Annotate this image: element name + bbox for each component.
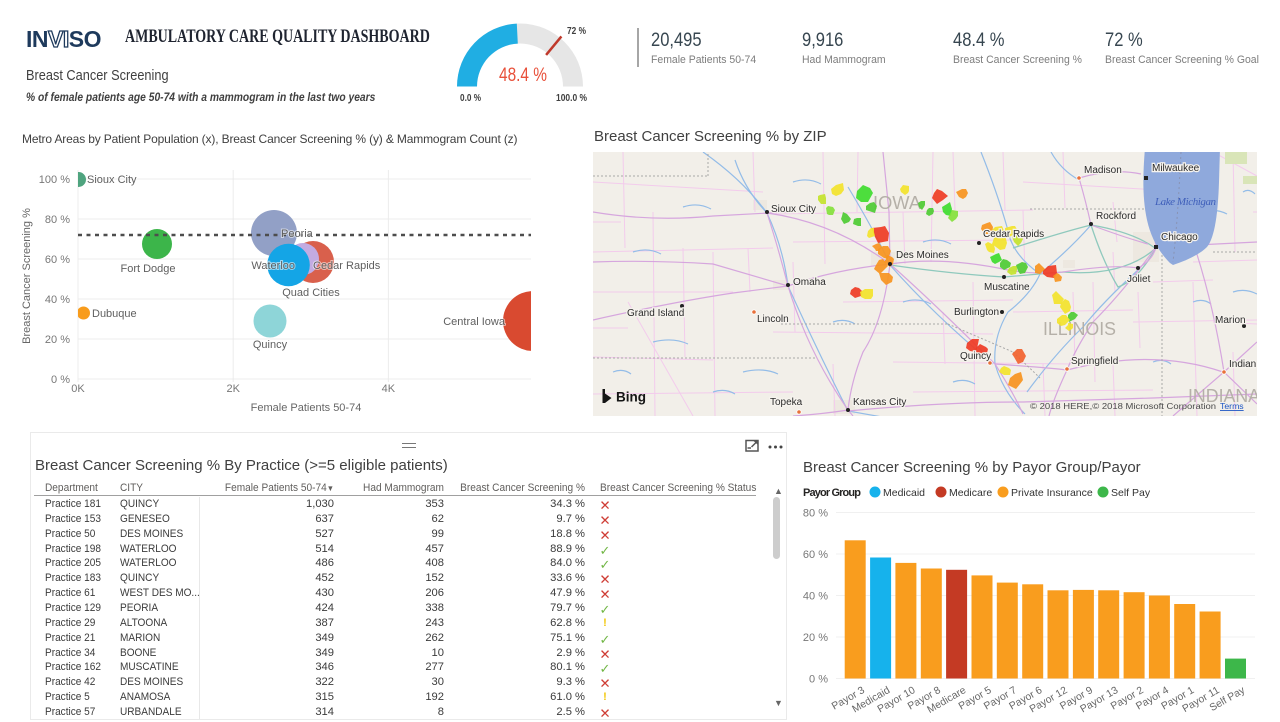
svg-text:0.0 %: 0.0 % bbox=[460, 93, 481, 104]
svg-text:Peoria: Peoria bbox=[281, 228, 314, 240]
svg-text:Female Patients 50-74: Female Patients 50-74 bbox=[251, 402, 362, 414]
svg-text:60 %: 60 % bbox=[803, 549, 828, 561]
svg-text:72 %: 72 % bbox=[567, 26, 586, 37]
svg-text:Lincoln: Lincoln bbox=[757, 314, 789, 325]
svg-text:20 %: 20 % bbox=[45, 334, 70, 346]
svg-text:80 %: 80 % bbox=[803, 508, 828, 520]
svg-text:Marion: Marion bbox=[1215, 315, 1246, 326]
svg-text:Waterloo: Waterloo bbox=[251, 260, 295, 272]
svg-text:2K: 2K bbox=[226, 383, 240, 395]
svg-text:Cedar Rapids: Cedar Rapids bbox=[313, 260, 381, 272]
svg-text:100.0 %: 100.0 % bbox=[556, 93, 587, 104]
svg-text:Madison: Madison bbox=[1084, 165, 1122, 176]
svg-text:4K: 4K bbox=[382, 383, 396, 395]
svg-text:Terms: Terms bbox=[1220, 401, 1244, 411]
svg-text:40 %: 40 % bbox=[45, 294, 70, 306]
svg-text:Medicare: Medicare bbox=[949, 487, 992, 499]
svg-text:100 %: 100 % bbox=[39, 174, 70, 186]
svg-text:Chicago: Chicago bbox=[1161, 232, 1198, 243]
svg-text:60 %: 60 % bbox=[45, 254, 70, 266]
svg-text:Topeka: Topeka bbox=[770, 397, 803, 408]
svg-text:ILLINOIS: ILLINOIS bbox=[1043, 319, 1116, 339]
svg-text:Quincy: Quincy bbox=[253, 339, 288, 351]
svg-text:Bing: Bing bbox=[616, 390, 646, 405]
svg-text:© 2018 HERE,© 2018 Microsoft C: © 2018 HERE,© 2018 Microsoft Corporation bbox=[1030, 401, 1216, 411]
svg-text:Payor Group: Payor Group bbox=[803, 487, 861, 499]
svg-text:Milwaukee: Milwaukee bbox=[1152, 163, 1200, 174]
svg-text:Sioux City: Sioux City bbox=[771, 204, 816, 215]
svg-text:80 %: 80 % bbox=[45, 214, 70, 226]
svg-text:IOWA: IOWA bbox=[873, 193, 921, 213]
svg-text:0K: 0K bbox=[71, 383, 85, 395]
svg-text:20 %: 20 % bbox=[803, 632, 828, 644]
svg-text:0 %: 0 % bbox=[809, 674, 828, 686]
svg-text:Dubuque: Dubuque bbox=[92, 308, 137, 320]
svg-text:Breast Cancer Screening %: Breast Cancer Screening % bbox=[21, 208, 33, 344]
svg-text:48.4 %: 48.4 % bbox=[499, 64, 547, 86]
svg-text:Quincy: Quincy bbox=[960, 351, 991, 362]
svg-text:Breast Cancer Screening % by P: Breast Cancer Screening % by Payor Group… bbox=[803, 459, 1141, 476]
svg-text:Lake Michigan: Lake Michigan bbox=[1154, 196, 1217, 208]
svg-text:Omaha: Omaha bbox=[793, 277, 826, 288]
svg-text:40 %: 40 % bbox=[803, 591, 828, 603]
svg-text:Cedar Rapids: Cedar Rapids bbox=[983, 229, 1044, 240]
svg-text:Rockford: Rockford bbox=[1096, 211, 1136, 222]
svg-text:Metro Areas by Patient Populat: Metro Areas by Patient Population (x), B… bbox=[22, 132, 518, 146]
svg-text:Kansas City: Kansas City bbox=[853, 397, 906, 408]
svg-text:Des Moines: Des Moines bbox=[896, 250, 949, 261]
svg-text:Burlington: Burlington bbox=[954, 307, 999, 318]
svg-text:Quad Cities: Quad Cities bbox=[282, 287, 340, 299]
svg-text:INDIANA: INDIANA bbox=[1188, 386, 1257, 406]
svg-text:Grand Island: Grand Island bbox=[627, 308, 684, 319]
svg-text:0 %: 0 % bbox=[51, 374, 70, 386]
svg-text:Self Pay: Self Pay bbox=[1111, 487, 1151, 499]
svg-text:Joliet: Joliet bbox=[1127, 274, 1151, 285]
svg-text:Fort Dodge: Fort Dodge bbox=[120, 263, 175, 275]
svg-text:Indian: Indian bbox=[1229, 359, 1256, 370]
svg-text:Sioux City: Sioux City bbox=[87, 174, 137, 186]
svg-text:Muscatine: Muscatine bbox=[984, 282, 1030, 293]
svg-text:Central Iowa: Central Iowa bbox=[443, 316, 506, 328]
svg-text:Medicaid: Medicaid bbox=[883, 487, 925, 499]
svg-text:Private Insurance: Private Insurance bbox=[1011, 487, 1093, 499]
svg-text:Springfield: Springfield bbox=[1071, 356, 1118, 367]
